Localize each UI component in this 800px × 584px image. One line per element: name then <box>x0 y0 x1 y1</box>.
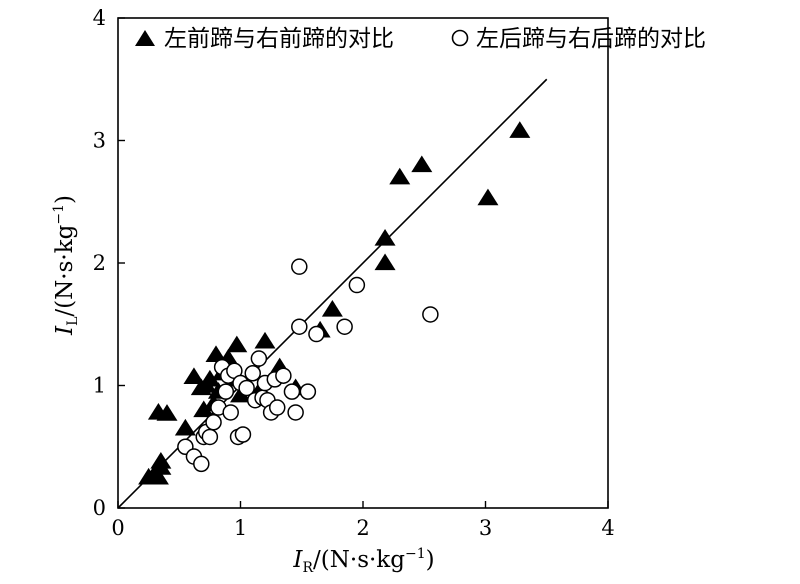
data-point-triangle <box>509 121 531 138</box>
data-point-circle <box>217 383 235 400</box>
legend-marker-open-circle <box>451 29 469 47</box>
data-point-circle <box>308 325 325 343</box>
data-point-circle <box>193 455 210 473</box>
data-point-triangle <box>477 188 499 206</box>
y-tick-label: 4 <box>93 6 106 30</box>
data-point-circle <box>222 404 239 421</box>
data-point-circle <box>336 318 353 335</box>
data-point-circle <box>291 318 308 335</box>
legend: 左前蹄与右前蹄的对比 左后蹄与右后蹄的对比 <box>135 26 706 52</box>
series-2 <box>177 258 439 473</box>
data-point-circle <box>275 367 292 384</box>
data-point-triangle <box>156 404 178 421</box>
data-point-circle <box>250 350 268 367</box>
legend-item-front-hooves: 左前蹄与右前蹄的对比 <box>135 26 394 52</box>
data-point-triangle <box>150 451 172 469</box>
data-point-triangle <box>226 335 248 353</box>
data-point-triangle <box>193 400 215 418</box>
data-point-circle <box>269 399 286 416</box>
data-point-circle <box>238 379 255 397</box>
reference-line-group <box>117 78 548 509</box>
data-point-triangle <box>199 369 221 387</box>
data-point-triangle <box>183 367 205 385</box>
y-tick-label: 0 <box>93 496 106 520</box>
data-point-triangle <box>389 167 411 185</box>
y-tick-label: 3 <box>93 129 106 153</box>
data-point-triangle <box>254 331 276 349</box>
legend-marker-filled-triangle <box>135 30 155 46</box>
data-point-circle <box>287 404 304 421</box>
data-point-triangle <box>374 253 396 271</box>
x-tick-label: 3 <box>479 516 492 540</box>
x-tick-label: 1 <box>234 516 247 540</box>
data-point-triangle <box>230 385 251 403</box>
x-tick-label: 0 <box>111 516 124 540</box>
x-tick-label: 4 <box>601 516 614 540</box>
legend-item-hind-hooves: 左后蹄与右后蹄的对比 <box>451 26 706 52</box>
x-tick-label: 2 <box>356 516 369 540</box>
data-point-triangle <box>174 418 196 436</box>
reference-line <box>117 78 548 509</box>
data-point-triangle <box>411 155 433 173</box>
data-point-triangle <box>321 300 343 317</box>
data-point-triangle <box>205 345 227 362</box>
data-series-group <box>138 121 531 485</box>
data-point-circle <box>348 276 366 294</box>
data-point-circle <box>201 428 219 446</box>
data-point-circle <box>299 383 317 400</box>
data-point-circle <box>205 414 222 431</box>
axis-ticks-group: 0 1 2 3 4 0 1 2 3 4 <box>93 6 615 540</box>
data-point-circle <box>422 306 439 323</box>
y-tick-label: 2 <box>93 251 106 275</box>
x-axis-label: IR/(N·s·kg−1) <box>292 546 434 576</box>
legend-label-hind-hooves: 左后蹄与右后蹄的对比 <box>476 26 706 52</box>
y-axis-label: IL/(N·s·kg−1) <box>51 195 81 336</box>
data-point-triangle <box>374 229 396 246</box>
data-point-circle <box>244 365 261 382</box>
data-point-triangle <box>147 467 169 485</box>
data-point-circle <box>234 426 252 443</box>
y-tick-label: 1 <box>93 374 106 398</box>
data-point-circle <box>291 258 308 275</box>
data-point-circle <box>283 383 301 400</box>
legend-label-front-hooves: 左前蹄与右前蹄的对比 <box>164 26 394 52</box>
